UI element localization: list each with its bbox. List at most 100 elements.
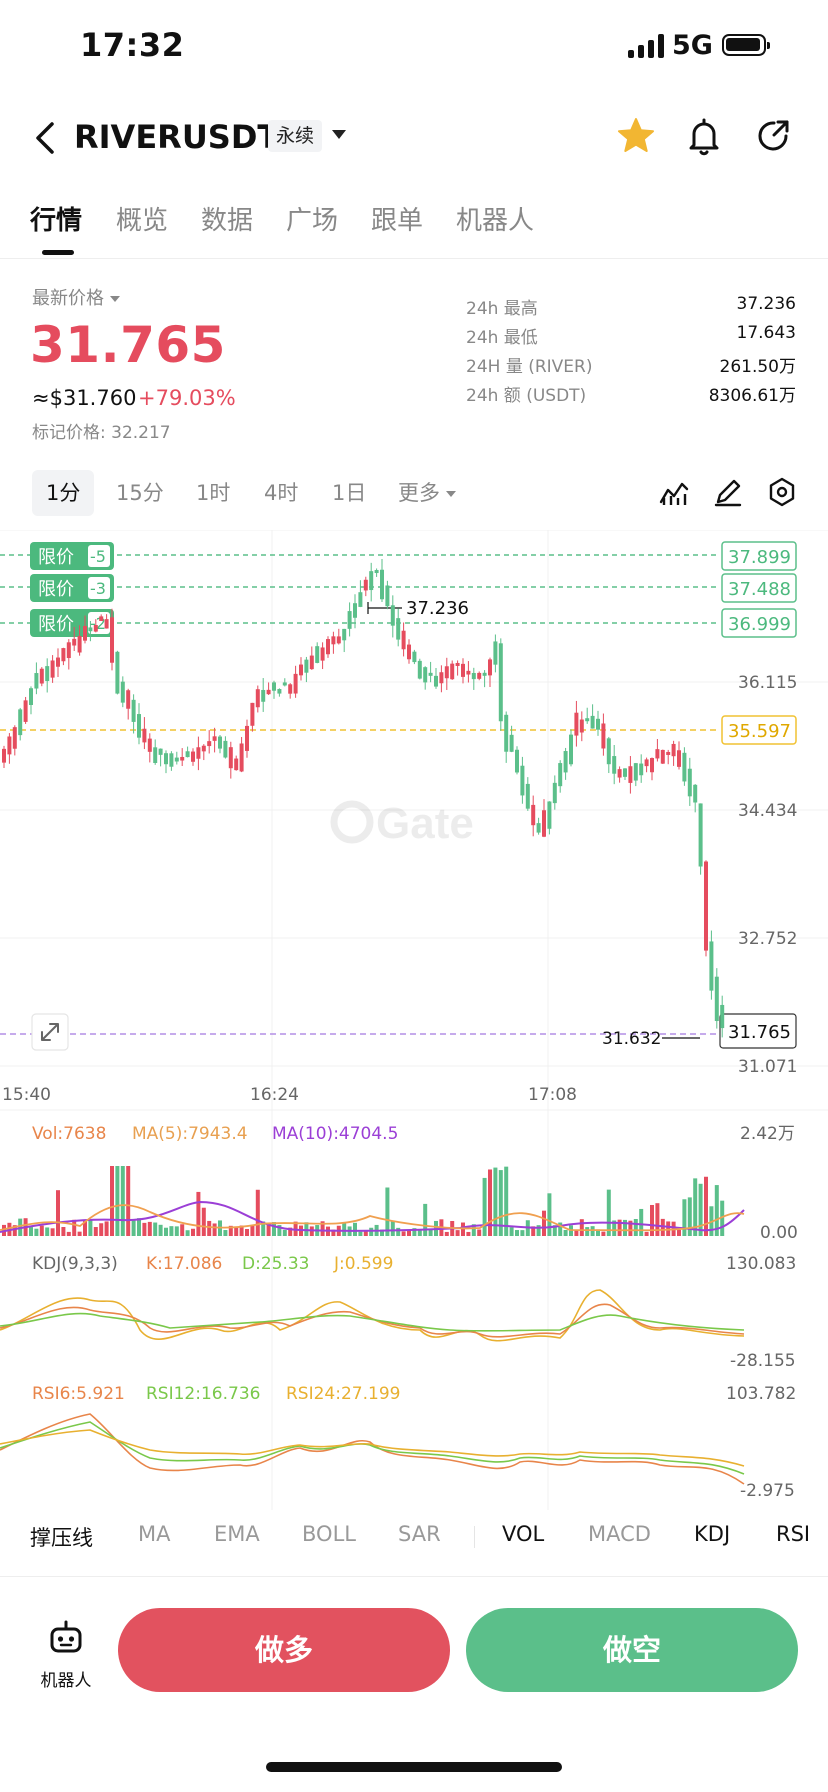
- tab-market[interactable]: 行情: [30, 206, 83, 236]
- kdj-k-line: [0, 1303, 745, 1338]
- volume-bar: [110, 1166, 114, 1236]
- volume-bar: [385, 1187, 390, 1236]
- bell-icon[interactable]: [682, 114, 726, 158]
- indicator-ema[interactable]: EMA: [214, 1522, 260, 1546]
- candle-body: [558, 763, 563, 787]
- candle-body: [153, 747, 158, 763]
- kdj-d-line: [0, 1312, 745, 1332]
- candles: [2, 559, 725, 1038]
- volume-bar: [288, 1227, 293, 1236]
- short-button[interactable]: 做空: [466, 1608, 798, 1692]
- indicator-kdj[interactable]: KDJ: [694, 1522, 731, 1546]
- candle-body: [326, 639, 330, 655]
- order-tag[interactable]: 限价 -5: [30, 542, 114, 570]
- volume-bar: [266, 1223, 271, 1236]
- candle-body: [687, 768, 692, 797]
- kdj-title: KDJ(9,3,3): [32, 1254, 118, 1274]
- candle-body: [99, 616, 104, 621]
- candle-body: [380, 569, 384, 600]
- candle-body: [515, 749, 519, 773]
- indicator-rsi[interactable]: RSI: [776, 1522, 811, 1546]
- candle-body: [331, 636, 336, 645]
- candle-body: [623, 768, 627, 777]
- gate-watermark: Gate: [330, 799, 474, 848]
- order-tag[interactable]: 限价 -3: [30, 574, 114, 602]
- tab-overview[interactable]: 概览: [116, 206, 169, 236]
- volume-bar: [423, 1203, 428, 1236]
- volume-bar: [245, 1228, 249, 1236]
- candle-body: [185, 751, 190, 758]
- stat-value: 17.643: [736, 323, 796, 343]
- candle-body: [439, 672, 444, 684]
- tab-square[interactable]: 广场: [286, 206, 339, 236]
- symbol-dropdown-icon[interactable]: [332, 130, 346, 139]
- order-tag[interactable]: 限价 -2: [30, 609, 114, 637]
- candle-body: [493, 641, 498, 665]
- candle-body: [234, 758, 239, 771]
- volume-bar: [666, 1221, 671, 1236]
- tab-robot[interactable]: 机器人: [456, 206, 535, 236]
- last-price: 31.765: [30, 316, 226, 374]
- candle-body: [212, 736, 217, 741]
- volume-bar: [29, 1227, 33, 1236]
- symbol-title[interactable]: RIVERUSDT: [74, 118, 280, 156]
- expand-chart-icon[interactable]: [31, 1013, 69, 1051]
- timeframe-4h[interactable]: 4时: [264, 481, 299, 505]
- timeframe-more[interactable]: 更多: [398, 470, 456, 516]
- candle-body: [633, 763, 638, 781]
- indicator-macd[interactable]: MACD: [588, 1522, 651, 1546]
- kline-chart[interactable]: Gate 限价 -5 限价 -3 限价 -2 37.899 37.488 36.…: [0, 530, 828, 1510]
- volume-bar: [66, 1231, 71, 1236]
- candle-body: [347, 611, 352, 629]
- volume-bar: [185, 1230, 190, 1236]
- volume-bar: [660, 1218, 665, 1236]
- candle-body: [104, 619, 109, 629]
- rsi6-label: RSI6:5.921: [32, 1384, 125, 1404]
- candle-body: [374, 570, 379, 574]
- latest-price-label[interactable]: 最新价格: [32, 284, 120, 310]
- indicator-sar[interactable]: SAR: [398, 1522, 441, 1546]
- kdj-min-label: -28.155: [730, 1351, 796, 1371]
- candle-body: [498, 643, 503, 722]
- indicator-support-resistance[interactable]: 撑压线: [30, 1526, 93, 1550]
- settings-hexagon-icon[interactable]: [766, 476, 798, 508]
- volume-bar: [520, 1230, 525, 1236]
- indicator-ma[interactable]: MA: [138, 1522, 171, 1546]
- status-bar: 17:32 5G: [0, 0, 828, 96]
- volume-bar: [477, 1229, 482, 1236]
- share-icon[interactable]: [752, 114, 796, 158]
- volume-bar: [83, 1220, 87, 1236]
- volume-bar: [498, 1170, 503, 1236]
- candle-body: [666, 751, 671, 755]
- candle-body: [56, 657, 60, 667]
- candle-body: [126, 690, 131, 709]
- candle-body: [164, 753, 168, 765]
- stat-label: 24h 最高: [466, 299, 538, 319]
- tab-data[interactable]: 数据: [201, 206, 254, 236]
- candle-body: [218, 736, 222, 749]
- volume-bar: [12, 1225, 17, 1236]
- timeframe-1m[interactable]: 1分: [32, 470, 95, 516]
- candle-body: [147, 738, 152, 752]
- favorite-star-icon[interactable]: [614, 114, 658, 158]
- y-tick-label: 34.434: [738, 801, 797, 821]
- candle-body: [228, 747, 233, 769]
- back-icon[interactable]: [28, 118, 64, 158]
- long-button[interactable]: 做多: [118, 1608, 450, 1692]
- indicator-vol[interactable]: VOL: [502, 1522, 545, 1546]
- volume-bar: [558, 1222, 563, 1236]
- candle-body: [698, 803, 703, 867]
- timeframe-1d[interactable]: 1日: [332, 481, 367, 505]
- candle-body: [520, 765, 525, 796]
- candle-body: [196, 747, 201, 759]
- indicator-chart-icon[interactable]: [658, 476, 690, 508]
- timeframe-1h[interactable]: 1时: [196, 481, 231, 505]
- home-indicator[interactable]: [266, 1762, 562, 1772]
- indicator-boll[interactable]: BOLL: [302, 1522, 356, 1546]
- robot-button[interactable]: 机器人: [30, 1614, 102, 1694]
- tab-copy-trade[interactable]: 跟单: [371, 206, 424, 236]
- draw-pencil-icon[interactable]: [712, 476, 744, 508]
- candle-body: [536, 823, 541, 833]
- timeframe-15m[interactable]: 15分: [116, 481, 164, 505]
- candle-body: [142, 728, 147, 743]
